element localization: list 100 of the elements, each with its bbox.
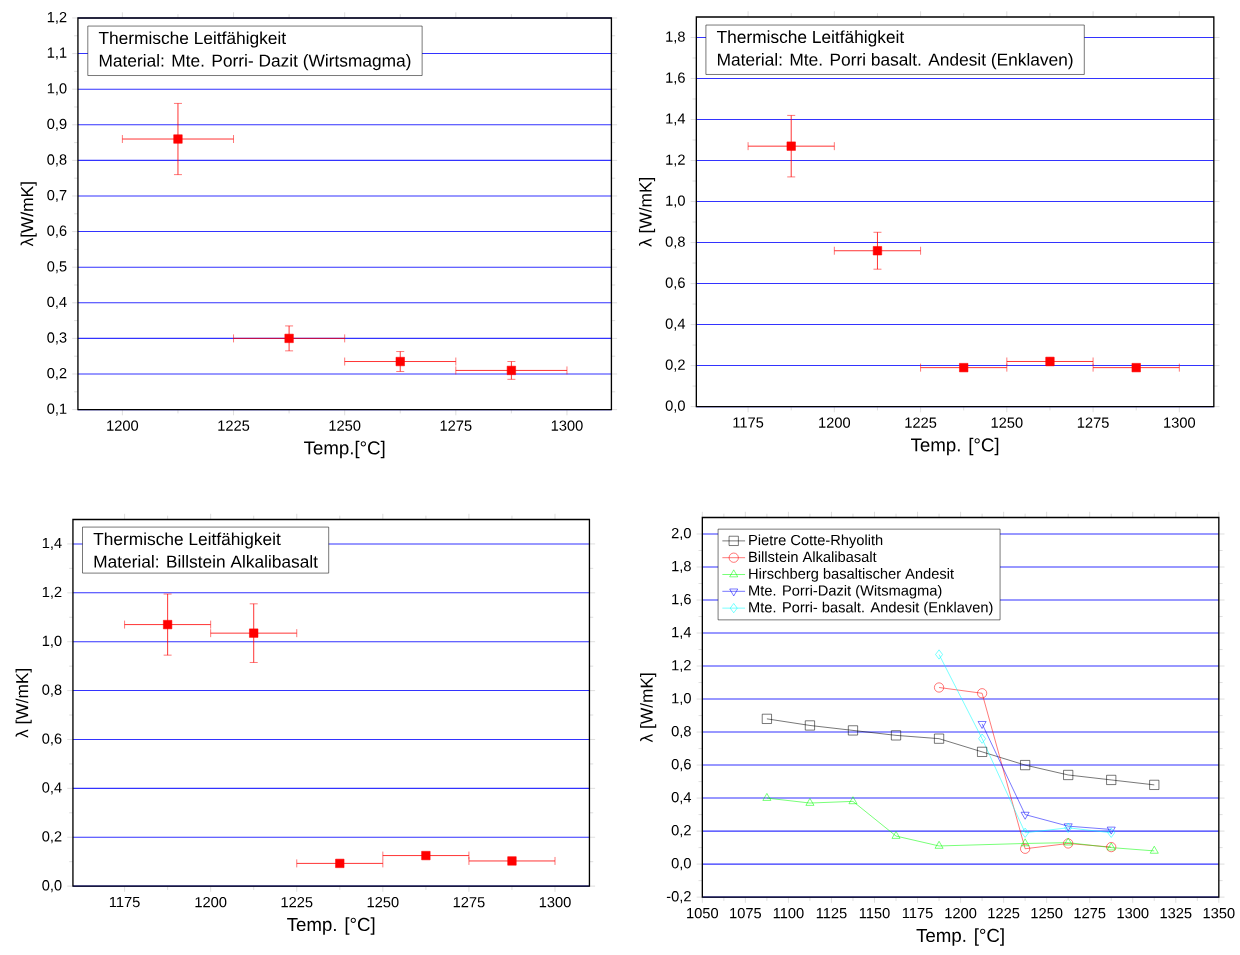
- y-tick-label: 0,6: [665, 277, 685, 290]
- point: [163, 620, 173, 630]
- point: [1020, 760, 1031, 770]
- point: [1131, 363, 1141, 373]
- annotation: Thermische Leitfähigkeit: [716, 30, 905, 47]
- point: [1021, 827, 1029, 838]
- x-tick-label: 1325: [1160, 907, 1192, 919]
- annotation: Thermische Leitfähigkeit: [93, 532, 281, 549]
- point: [762, 793, 772, 801]
- point: [395, 356, 405, 367]
- y-tick-label: 1,2: [672, 659, 691, 673]
- x-tick-label: 1350: [1203, 907, 1235, 919]
- y-tick-label: 0,4: [42, 782, 62, 795]
- x-tick-label: 1250: [329, 420, 361, 431]
- point: [848, 796, 858, 804]
- point: [173, 134, 183, 144]
- point: [935, 649, 943, 660]
- x-tick-label: 1050: [687, 907, 719, 919]
- x-tick-label: 1275: [1077, 417, 1109, 428]
- point: [1020, 838, 1030, 847]
- legend-label: Mte. Porri- basalt. Andesit (Enklaven): [749, 601, 993, 616]
- x-tick-label: 1275: [1074, 907, 1106, 919]
- y-tick-label: 1,8: [672, 560, 691, 574]
- x-tick-label: 1300: [551, 420, 583, 431]
- x-tick-label: 1275: [440, 420, 472, 431]
- x-tick-label: 1250: [1031, 907, 1063, 919]
- point: [977, 746, 988, 757]
- y-axis-title: λ [W/mK]: [638, 177, 656, 247]
- y-tick-label: 0,8: [42, 684, 62, 697]
- y-tick-label: 0,2: [42, 831, 62, 844]
- point: [872, 246, 882, 256]
- point: [421, 851, 431, 861]
- point: [848, 725, 858, 736]
- x-tick-label: 1300: [1117, 907, 1149, 919]
- y-tick-label: 0,6: [671, 759, 691, 772]
- x-tick-label: 1250: [367, 896, 399, 908]
- legend-label: Billstein Alkalibasalt: [749, 551, 877, 563]
- legend-label: Mte. Porri-Dazit (Witsmagma): [749, 584, 942, 599]
- point: [891, 730, 901, 741]
- point: [506, 365, 516, 375]
- x-tick-label: 1300: [1164, 417, 1196, 428]
- y-tick-label: 0,8: [671, 725, 691, 739]
- x-tick-label: 1250: [991, 417, 1023, 428]
- y-tick-label: 0,8: [47, 154, 67, 167]
- annotation: Material: Billstein Alkalibasalt: [94, 555, 318, 568]
- y-tick-label: 1,4: [42, 537, 62, 550]
- y-tick-label: 1,2: [42, 586, 62, 599]
- annotation: Thermische Leitfähigkeit: [98, 31, 286, 48]
- x-tick-label: 1200: [819, 417, 851, 428]
- y-tick-label: 1,0: [47, 83, 67, 96]
- x-tick-label: 1175: [109, 896, 140, 908]
- y-tick-label: 2,0: [671, 527, 691, 541]
- point: [805, 798, 815, 806]
- point: [805, 720, 815, 731]
- point: [1106, 774, 1117, 785]
- y-tick-label: 1,6: [672, 593, 691, 607]
- y-tick-label: 0,2: [671, 825, 691, 838]
- x-axis-title: Temp. [°C]: [916, 928, 1004, 946]
- x-tick-label: 1225: [988, 907, 1020, 919]
- y-tick-label: 0,3: [47, 332, 67, 345]
- x-axis-title: Temp. [°C]: [911, 437, 999, 456]
- y-axis-title: λ [W/mK]: [640, 673, 657, 743]
- y-tick-label: 0,4: [47, 296, 67, 309]
- y-tick-label: 1,0: [672, 692, 691, 706]
- point: [284, 333, 294, 343]
- y-tick-label: 1,2: [47, 11, 67, 24]
- y-tick-label: 0,4: [671, 792, 692, 805]
- point: [507, 856, 517, 866]
- x-axis-title: Temp.[°C]: [304, 440, 385, 459]
- annotation: Material: Mte. Porri- Dazit (Wirtsmagma): [99, 54, 411, 71]
- y-axis-title: λ [W/mK]: [15, 668, 32, 738]
- x-tick-label: 1200: [945, 907, 977, 919]
- x-tick-label: 1275: [453, 896, 485, 908]
- point: [335, 858, 345, 868]
- y-tick-label: 1,0: [666, 195, 685, 208]
- point: [1063, 770, 1074, 780]
- annotation: Material: Mte. Porri basalt. Andesit (Enklaven): [718, 52, 1073, 70]
- x-axis-title: Temp. [°C]: [287, 917, 375, 935]
- y-tick-label: 1,2: [666, 154, 685, 167]
- y-tick-label: 0,8: [665, 236, 685, 249]
- y-axis-title: λ[W/mK]: [20, 182, 37, 247]
- y-tick-label: 0,9: [47, 118, 67, 131]
- y-tick-label: 0,2: [47, 367, 67, 381]
- y-tick-label: 1,4: [672, 627, 692, 639]
- x-tick-label: 1225: [281, 896, 313, 908]
- y-tick-label: 0,1: [47, 403, 67, 416]
- point: [977, 688, 988, 699]
- y-tick-label: 0,7: [47, 189, 67, 203]
- y-tick-label: 1,6: [666, 72, 685, 85]
- x-tick-label: 1200: [195, 896, 227, 908]
- point: [934, 733, 944, 744]
- point: [934, 682, 944, 693]
- point: [1149, 779, 1160, 790]
- point: [977, 721, 987, 729]
- x-tick-label: 1150: [859, 907, 890, 919]
- y-tick-label: 0,5: [47, 261, 67, 274]
- x-tick-label: 1200: [107, 420, 139, 431]
- x-tick-label: 1125: [816, 907, 847, 919]
- legend-label: Hirschberg basaltischer Andesit: [749, 568, 954, 582]
- point: [761, 713, 772, 724]
